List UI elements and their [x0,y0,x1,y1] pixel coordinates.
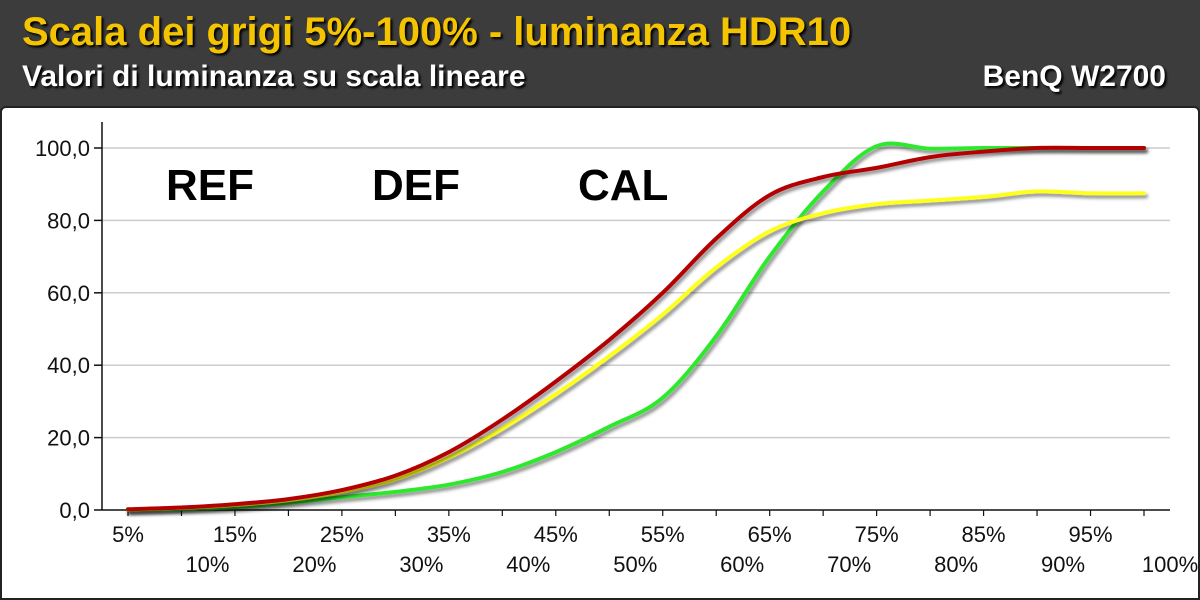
x-tick-label: 60% [720,552,764,577]
y-tick-label: 40,0 [47,353,90,378]
series-line-cal [126,145,1146,512]
device-name: BenQ W2700 [982,60,1166,93]
chart-panel [0,106,1200,600]
legend: REF DEF CAL [137,161,668,210]
x-tick-label: 80% [934,552,978,577]
x-tick-label: 90% [1041,552,1085,577]
x-tick-label: 95% [1069,522,1113,547]
legend-label-def: DEF [372,161,460,210]
x-tick-label: 45% [534,522,578,547]
y-tick-label: 0,0 [59,498,90,523]
legend-label-cal: CAL [578,161,668,210]
y-tick-label: 100,0 [35,136,90,161]
x-tick-label: 75% [855,522,899,547]
x-tick-label: 65% [748,522,792,547]
axes [94,122,1170,516]
x-tick-label: 70% [827,552,871,577]
x-tick-label: 20% [292,552,336,577]
y-axis-ticks: 0,0 20,0 40,0 60,0 80,0 100,0 [35,136,90,523]
chart-title: Scala dei grigi 5%-100% - luminanza HDR1… [22,10,852,54]
chart-header: Scala dei grigi 5%-100% - luminanza HDR1… [0,0,1200,104]
x-tick-label: 85% [962,522,1006,547]
x-tick-label: 30% [399,552,443,577]
series-line-ref [126,141,1146,512]
x-tick-label: 35% [427,522,471,547]
series-lines [126,141,1146,512]
x-tick-label: 5% [112,522,144,547]
x-axis-ticks: 5% 10% 15% 20% 25% 30% 35% 40% 45% 50% 55% 60% 65% 70… [112,522,1198,577]
x-tick-label: 40% [506,552,550,577]
series-line-def [126,189,1146,512]
x-tick-label: 25% [320,522,364,547]
x-tick-label: 100% [1142,552,1198,577]
x-tick-label: 55% [641,522,685,547]
legend-label-ref: REF [166,161,254,210]
chart-subtitle: Valori di luminanza su scala lineare [22,60,526,93]
y-tick-label: 80,0 [47,208,90,233]
y-tick-label: 60,0 [47,281,90,306]
x-tick-label: 10% [185,552,229,577]
x-tick-label: 50% [613,552,657,577]
y-tick-label: 20,0 [47,426,90,451]
x-tick-label: 15% [213,522,257,547]
